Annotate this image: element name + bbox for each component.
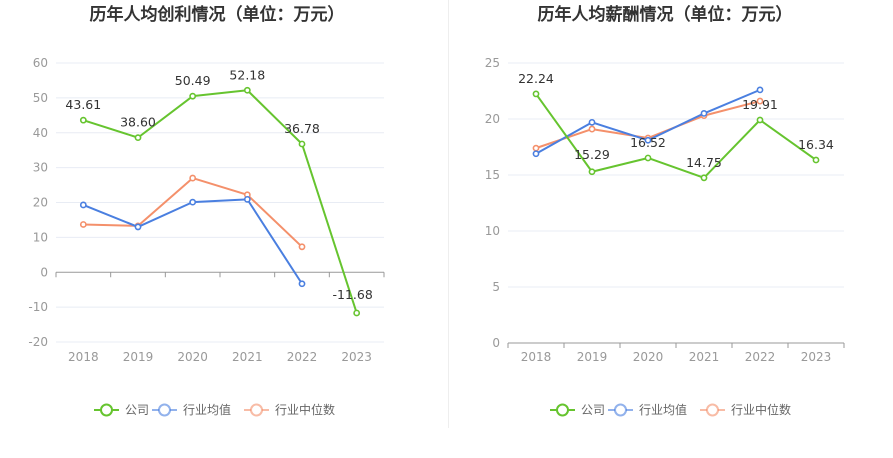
legend: 公司 行业均值 行业中位数 xyxy=(94,402,335,417)
x-tick-label: 2023 xyxy=(801,350,832,364)
y-tick-label: 10 xyxy=(33,230,48,244)
point-industry_median[interactable] xyxy=(756,97,764,105)
legend-label: 行业均值 xyxy=(639,402,687,417)
legend-marker-icon xyxy=(158,403,171,417)
y-tick-label: 15 xyxy=(485,168,500,182)
point-company[interactable] xyxy=(644,154,652,162)
x-tick-label: 2018 xyxy=(68,350,99,364)
legend: 公司 行业均值 行业中位数 xyxy=(550,402,791,417)
point-company[interactable] xyxy=(189,92,197,100)
point-industry_median[interactable] xyxy=(298,243,306,251)
legend-label: 行业中位数 xyxy=(731,402,791,417)
legend-item[interactable]: 行业均值 xyxy=(152,402,231,417)
legend-marker-icon xyxy=(614,403,627,417)
point-industry_avg[interactable] xyxy=(756,86,764,94)
point-industry_avg[interactable] xyxy=(532,150,540,158)
x-tick-label: 2021 xyxy=(232,350,263,364)
chart-title: 历年人均创利情况（单位：万元） xyxy=(90,4,345,25)
data-label: 52.18 xyxy=(229,67,265,82)
data-label: 22.24 xyxy=(518,71,554,86)
legend-item[interactable]: 公司 xyxy=(94,403,149,417)
data-label: 16.34 xyxy=(798,137,834,152)
point-industry_median[interactable] xyxy=(189,174,197,182)
x-tick-label: 2021 xyxy=(689,350,720,364)
legend-item[interactable]: 行业中位数 xyxy=(244,402,335,417)
point-industry_avg[interactable] xyxy=(189,198,197,206)
point-company[interactable] xyxy=(298,140,306,148)
series-line-industry_median xyxy=(83,177,303,248)
y-tick-label: 20 xyxy=(485,112,500,126)
point-company[interactable] xyxy=(756,116,764,124)
point-company[interactable] xyxy=(353,309,361,317)
point-company[interactable] xyxy=(532,90,540,98)
point-industry_avg[interactable] xyxy=(79,201,87,209)
point-company[interactable] xyxy=(134,134,142,142)
point-company[interactable] xyxy=(812,156,820,164)
series-line-industry_avg xyxy=(82,198,303,285)
point-industry_median[interactable] xyxy=(532,144,540,152)
y-tick-label: 25 xyxy=(485,56,500,70)
data-label: 38.60 xyxy=(120,115,156,130)
legend-marker-icon xyxy=(556,403,569,417)
legend-marker-icon xyxy=(706,403,719,417)
y-tick-label: 30 xyxy=(33,161,48,175)
x-tick-label: 2020 xyxy=(633,350,664,364)
y-tick-label: -20 xyxy=(28,335,48,349)
point-industry_median[interactable] xyxy=(588,125,596,133)
y-tick-label: 40 xyxy=(33,126,48,140)
y-tick-label: 60 xyxy=(33,56,48,70)
y-tick-label: 10 xyxy=(485,224,500,238)
point-industry_avg[interactable] xyxy=(644,136,652,144)
point-industry_median[interactable] xyxy=(79,221,87,228)
data-label: 43.61 xyxy=(65,97,101,112)
data-label: 16.52 xyxy=(630,135,666,150)
x-tick-label: 2019 xyxy=(577,350,608,364)
point-industry_avg[interactable] xyxy=(588,118,596,126)
legend-item[interactable]: 行业中位数 xyxy=(700,402,791,417)
point-industry_avg[interactable] xyxy=(243,195,251,203)
y-tick-label: 0 xyxy=(492,336,500,350)
data-label: 14.75 xyxy=(686,155,722,170)
data-label: 36.78 xyxy=(284,121,320,136)
point-industry_avg[interactable] xyxy=(298,280,306,288)
point-industry_avg[interactable] xyxy=(700,110,708,117)
legend-label: 公司 xyxy=(581,403,605,417)
x-tick-label: 2023 xyxy=(341,350,372,364)
point-company[interactable] xyxy=(79,116,87,124)
point-company[interactable] xyxy=(700,174,708,182)
x-tick-label: 2018 xyxy=(521,350,552,364)
legend-item[interactable]: 行业均值 xyxy=(608,402,687,417)
y-tick-label: 50 xyxy=(33,91,48,105)
x-tick-label: 2022 xyxy=(745,350,776,364)
x-tick-label: 2020 xyxy=(177,350,208,364)
y-tick-label: 20 xyxy=(33,196,48,210)
series-line-company xyxy=(83,89,358,314)
y-tick-label: 5 xyxy=(492,280,500,294)
legend-label: 行业均值 xyxy=(183,402,231,417)
chart-title: 历年人均薪酬情况（单位：万元） xyxy=(538,4,793,25)
point-company[interactable] xyxy=(588,168,596,176)
data-label: -11.68 xyxy=(333,287,373,302)
data-label: 15.29 xyxy=(574,147,610,162)
y-tick-label: 0 xyxy=(40,265,48,279)
legend-item[interactable]: 公司 xyxy=(550,403,605,417)
x-tick-label: 2022 xyxy=(287,350,318,364)
legend-marker-icon xyxy=(250,403,263,417)
legend-marker-icon xyxy=(100,403,113,417)
chart-1: 历年人均创利情况（单位：万元） 60 50 40 30 20 10 0 -10 -20 2018 20… xyxy=(28,4,385,417)
point-industry_avg[interactable] xyxy=(134,223,142,231)
series-line-company xyxy=(535,93,817,179)
chart-2: 历年人均薪酬情况（单位：万元） 25 20 15 10 5 0 2018 2019 2020 202… xyxy=(485,4,845,417)
y-tick-label: -10 xyxy=(28,300,48,314)
point-company[interactable] xyxy=(243,86,251,94)
data-label: 50.49 xyxy=(175,73,211,88)
x-tick-label: 2019 xyxy=(123,350,154,364)
legend-label: 公司 xyxy=(125,403,149,417)
data-label: 19.91 xyxy=(742,97,778,112)
legend-label: 行业中位数 xyxy=(275,402,335,417)
